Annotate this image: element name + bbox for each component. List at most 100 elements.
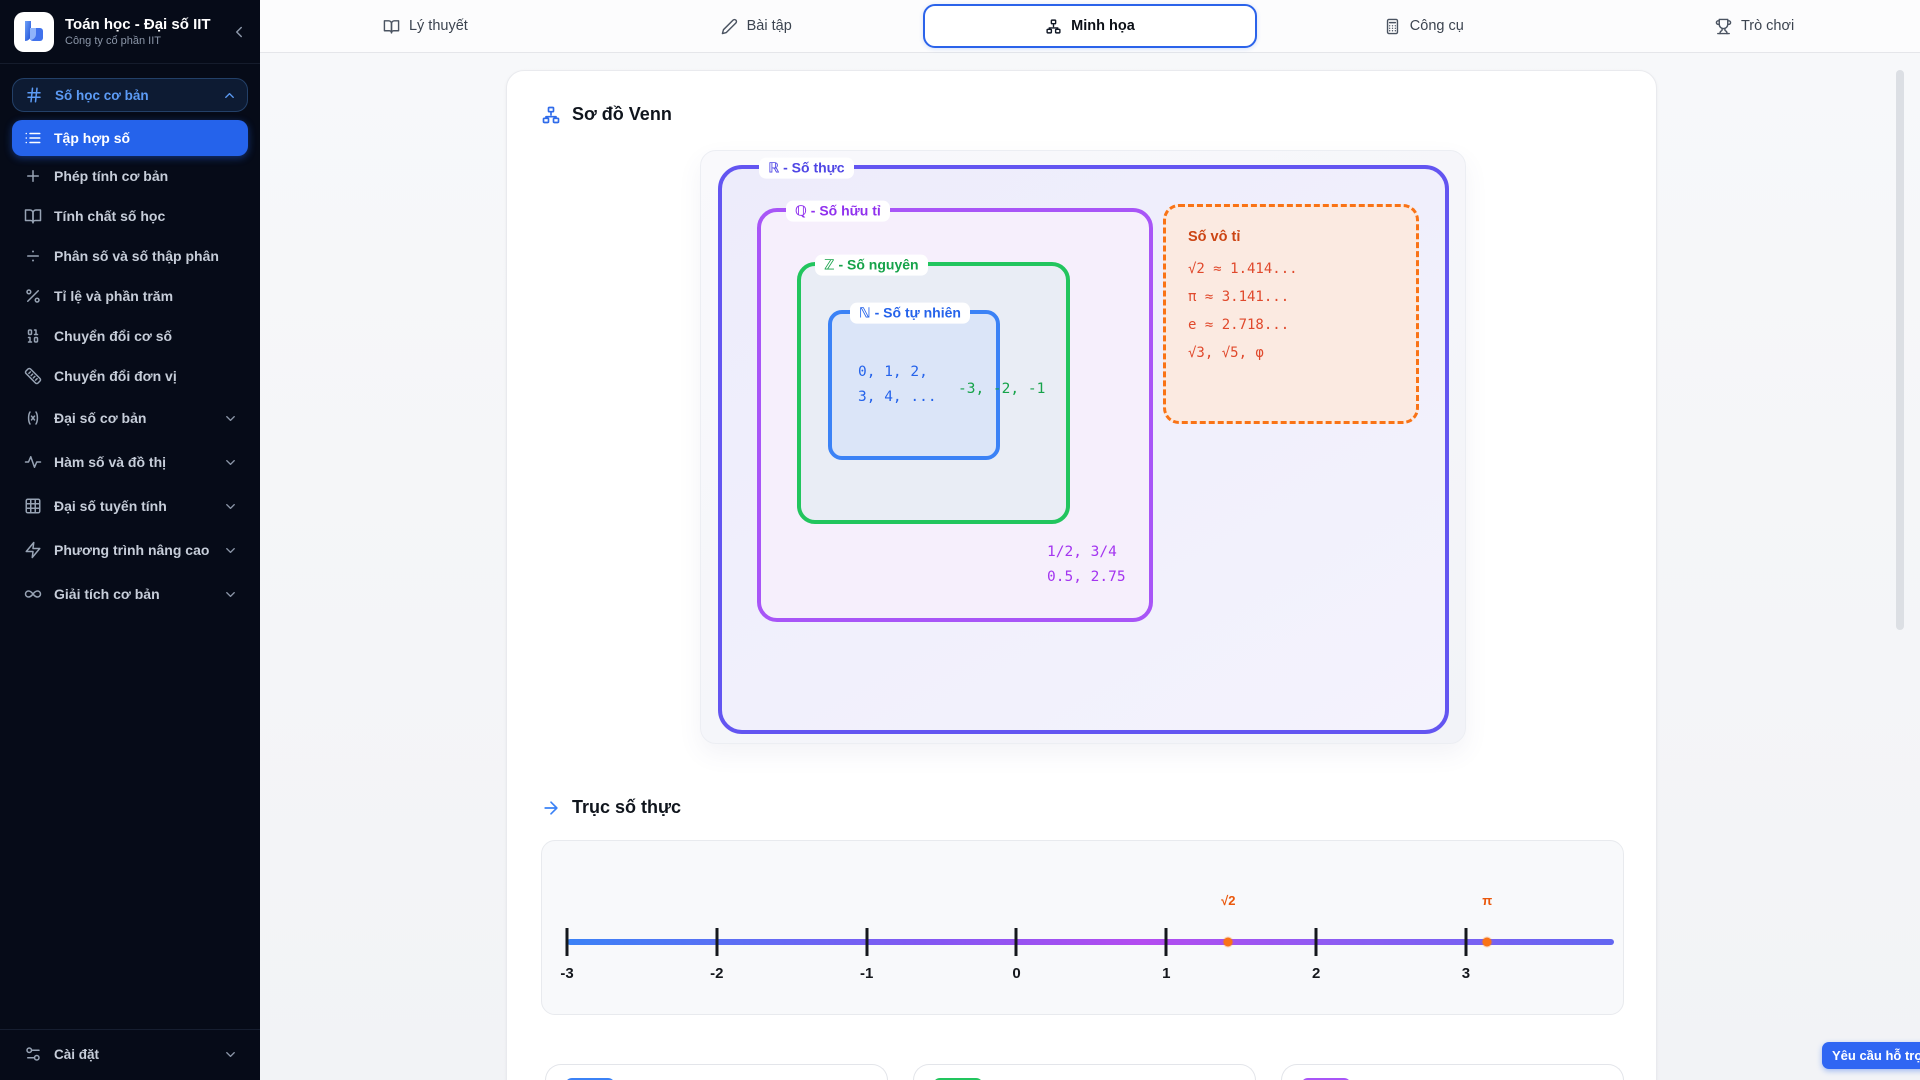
- variable-icon: [24, 409, 42, 427]
- tab-label: Lý thuyết: [408, 18, 468, 34]
- support-request-button[interactable]: Yêu cầu hỗ trợ: [1822, 1042, 1920, 1069]
- sidebar-item-6[interactable]: Tỉ lệ và phần trăm: [12, 276, 248, 316]
- legend-color-badge: [565, 1078, 615, 1080]
- venn-label-rational: ℚ - Số hữu tỉ: [786, 200, 890, 222]
- tab-trò-chơi[interactable]: Trò chơi: [1589, 0, 1920, 52]
- sidebar-item-settings[interactable]: Cài đặt: [12, 1036, 248, 1072]
- main-content: Sơ đồ Venn ℝ - Số thực ℚ - Số hữu tỉ ℤ -…: [260, 53, 1920, 1080]
- axis-tick-label: -3: [560, 965, 574, 982]
- chevron-left-icon: [230, 23, 248, 41]
- tab-label: Bài tập: [746, 18, 792, 34]
- sidebar-item-7[interactable]: Chuyển đổi cơ số: [12, 316, 248, 356]
- ruler-icon: [24, 367, 42, 385]
- sidebar-item-label: Đại số tuyến tính: [54, 498, 167, 514]
- sidebar-item-label: Số học cơ bản: [55, 87, 149, 103]
- sidebar-item-5[interactable]: Phân số và số thập phân: [12, 236, 248, 276]
- tab-công-cụ[interactable]: Công cụ: [1258, 0, 1589, 52]
- list-icon: [24, 129, 42, 147]
- tab-lý-thuyết[interactable]: Lý thuyết: [260, 0, 591, 52]
- logo-mark-icon: [25, 20, 43, 41]
- axis-tick: [715, 928, 719, 956]
- sitemap-icon: [541, 105, 561, 125]
- hash-icon: [25, 86, 43, 104]
- sidebar-header: Toán học - Đại số IIT Công ty cổ phần II…: [0, 0, 260, 64]
- axis-tick: [1164, 928, 1168, 956]
- irrational-title: Số vô tỉ: [1188, 229, 1241, 245]
- venn-section-title: Sơ đồ Venn: [541, 104, 672, 125]
- chevron-down-icon: [223, 587, 238, 602]
- sidebar-item-9[interactable]: Đại số cơ bản: [12, 396, 248, 440]
- sidebar-item-13[interactable]: Giải tích cơ bản: [12, 572, 248, 616]
- chevron-down-icon: [223, 411, 238, 426]
- sidebar-item-label: Phân số và số thập phân: [54, 248, 219, 264]
- natural-numbers-examples: 0, 1, 2, 3, 4, ...: [832, 314, 996, 410]
- venn-label-real: ℝ - Số thực: [759, 157, 854, 179]
- example-line: 0.5, 2.75: [1047, 569, 1126, 585]
- sidebar-nav: Số học cơ bản Tập hợp số Phép tính cơ bản T…: [0, 64, 260, 616]
- grid-icon: [24, 497, 42, 515]
- example-line: √3, √5, φ: [1188, 345, 1264, 361]
- venn-set-natural: ℕ - Số tự nhiên 0, 1, 2, 3, 4, ...: [828, 302, 1000, 460]
- axis-tick: [865, 928, 869, 956]
- sidebar-collapse-button[interactable]: [230, 23, 248, 41]
- percent-icon: [24, 287, 42, 305]
- example-line: e ≈ 2.718...: [1188, 317, 1290, 333]
- tab-label: Minh họa: [1071, 18, 1135, 34]
- sidebar: Toán học - Đại số IIT Công ty cổ phần II…: [0, 0, 260, 1080]
- irrational-point-dot: [1482, 937, 1492, 947]
- sidebar-item-label: Chuyển đổi đơn vị: [54, 368, 177, 384]
- irrational-point-label: √2: [1221, 893, 1236, 908]
- rational-examples: 1/2, 3/4 0.5, 2.75: [1047, 540, 1126, 590]
- sidebar-item-12[interactable]: Phương trình nâng cao: [12, 528, 248, 572]
- top-tab-bar: Lý thuyết Bài tập Minh họa Công cụ Trò chơi: [260, 0, 1920, 53]
- chevron-down-icon: [223, 455, 238, 470]
- sidebar-item-label: Tập hợp số: [54, 130, 131, 146]
- sidebar-item-3[interactable]: Phép tính cơ bản: [12, 156, 248, 196]
- legend-color-badge: [933, 1078, 983, 1080]
- irrational-point-label: π: [1482, 893, 1493, 908]
- chevron-down-icon: [223, 499, 238, 514]
- app-title-block: Toán học - Đại số IIT Công ty cổ phần II…: [65, 16, 219, 47]
- numberline-section-title: Trục số thực: [541, 797, 681, 818]
- sidebar-item-8[interactable]: Chuyển đổi đơn vị: [12, 356, 248, 396]
- sidebar-item-11[interactable]: Đại số tuyến tính: [12, 484, 248, 528]
- venn-label-integer: ℤ - Số nguyên: [815, 254, 928, 276]
- zap-icon: [24, 541, 42, 559]
- numberline-axis: [567, 939, 1614, 945]
- calculator-icon: [1384, 18, 1401, 35]
- venn-set-irrational: Số vô tỉ √2 ≈ 1.414... π ≈ 3.141... e ≈ …: [1163, 204, 1419, 424]
- example-line: π ≈ 3.141...: [1188, 289, 1290, 305]
- legend-card-1: [545, 1064, 888, 1080]
- sidebar-settings-section: Cài đặt: [0, 1029, 260, 1080]
- tab-minh-họa[interactable]: Minh họa: [922, 4, 1258, 48]
- sidebar-item-label: Phương trình nâng cao: [54, 542, 210, 558]
- axis-tick-label: -2: [710, 965, 724, 982]
- venn-set-rational: ℚ - Số hữu tỉ ℤ - Số nguyên ℕ - Số tự nh…: [757, 200, 1153, 622]
- sidebar-item-10[interactable]: Hàm số và đồ thị: [12, 440, 248, 484]
- sidebar-item-label: Giải tích cơ bản: [54, 586, 160, 602]
- sidebar-item-4[interactable]: Tính chất số học: [12, 196, 248, 236]
- example-line: √2 ≈ 1.414...: [1188, 261, 1298, 277]
- section-title-text: Trục số thực: [572, 797, 682, 817]
- axis-tick: [1014, 928, 1018, 956]
- venn-set-integer: ℤ - Số nguyên ℕ - Số tự nhiên 0, 1, 2, 3…: [797, 254, 1070, 524]
- page-scrollbar[interactable]: [1896, 57, 1904, 1076]
- plus-icon: [24, 167, 42, 185]
- sidebar-item-label: Phép tính cơ bản: [54, 168, 169, 184]
- venn-label-natural: ℕ - Số tự nhiên: [850, 302, 970, 324]
- axis-tick-label: -1: [859, 965, 874, 982]
- app-subtitle: Công ty cổ phần IIT: [65, 35, 161, 47]
- scrollbar-thumb[interactable]: [1896, 70, 1904, 630]
- legend-card-3: [1281, 1064, 1624, 1080]
- axis-tick: [1464, 928, 1468, 956]
- activity-icon: [24, 453, 42, 471]
- sidebar-item-1[interactable]: Số học cơ bản: [12, 78, 248, 112]
- axis-tick-label: 2: [1311, 965, 1321, 982]
- sidebar-item-label: Cài đặt: [54, 1046, 100, 1062]
- axis-tick-label: 0: [1012, 965, 1021, 982]
- app-logo: [14, 11, 54, 52]
- sidebar-item-2[interactable]: Tập hợp số: [12, 120, 248, 156]
- venn-diagram: ℝ - Số thực ℚ - Số hữu tỉ ℤ - Số nguyên …: [700, 150, 1466, 744]
- chevron-down-icon: [223, 543, 238, 558]
- tab-bài-tập[interactable]: Bài tập: [591, 0, 922, 52]
